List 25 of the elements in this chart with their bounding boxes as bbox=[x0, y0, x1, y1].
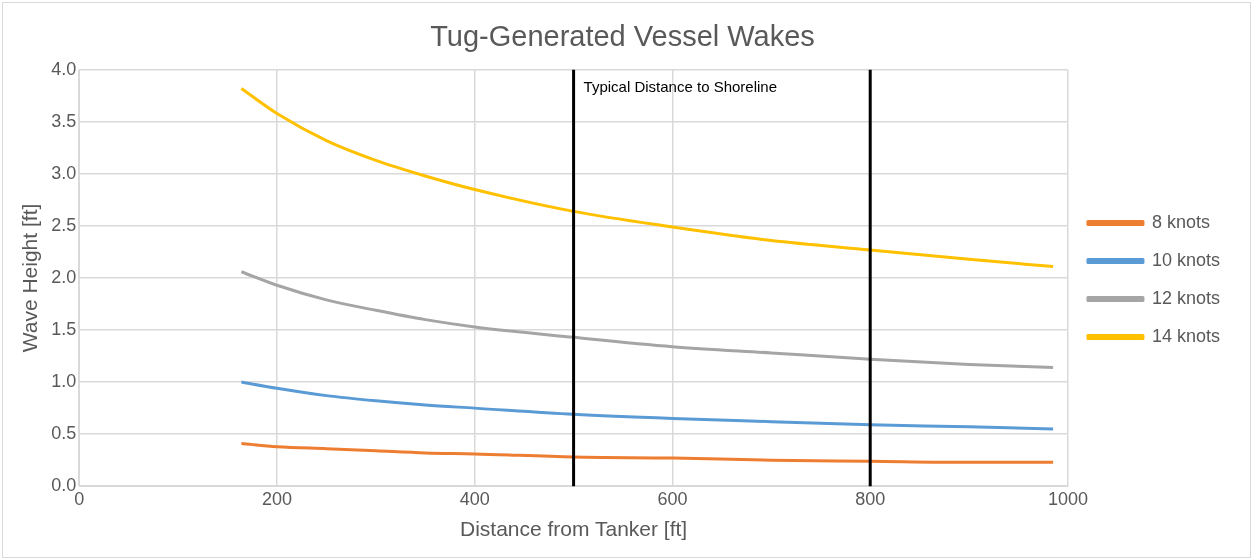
y-tick-label: 1.5 bbox=[51, 319, 77, 340]
y-tick-label: 0.5 bbox=[51, 423, 77, 444]
y-axis-title: Wave Height [ft] bbox=[18, 203, 42, 353]
y-tick-label: 3.0 bbox=[51, 162, 77, 183]
y-tick-label: 4.0 bbox=[51, 58, 77, 79]
y-tick-label: 2.0 bbox=[51, 266, 77, 287]
line-series bbox=[239, 380, 1055, 431]
legend-label: 12 knots bbox=[1151, 287, 1220, 308]
line-series bbox=[239, 270, 1055, 370]
y-tick-label: 3.5 bbox=[51, 110, 77, 131]
line-series bbox=[239, 442, 1055, 464]
x-tick-label: 1000 bbox=[1047, 488, 1088, 509]
chart-title: Tug-Generated Vessel Wakes bbox=[430, 20, 815, 53]
x-tick-label: 400 bbox=[459, 488, 490, 509]
x-tick-label: 200 bbox=[261, 488, 292, 509]
x-tick-label: 600 bbox=[657, 488, 688, 509]
legend-label: 10 knots bbox=[1151, 249, 1220, 270]
annotation: Typical Distance to Shoreline bbox=[583, 77, 778, 95]
x-axis-title: Distance from Tanker [ft] bbox=[459, 517, 688, 541]
legend-label: 14 knots bbox=[1151, 325, 1220, 346]
x-tick-label: 800 bbox=[855, 488, 886, 509]
y-tick-label: 1.0 bbox=[51, 371, 77, 392]
y-tick-label: 2.5 bbox=[51, 214, 77, 235]
legend-label: 8 knots bbox=[1151, 211, 1210, 232]
x-tick-label: 0 bbox=[74, 488, 85, 509]
